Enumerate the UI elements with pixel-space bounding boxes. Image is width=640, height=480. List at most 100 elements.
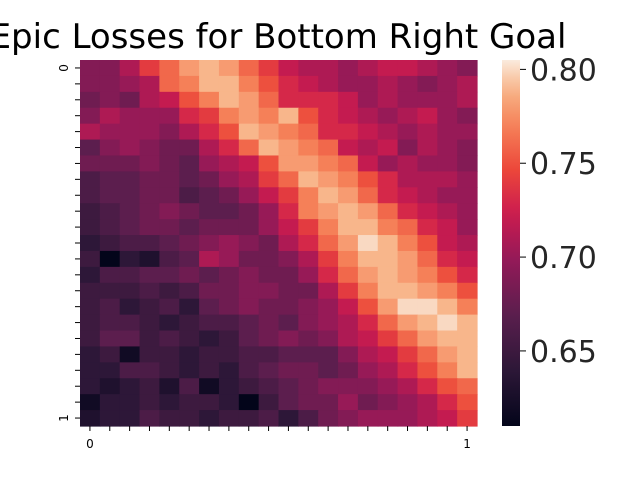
heatmap-cell: [218, 298, 240, 316]
heatmap-cell: [119, 123, 141, 141]
heatmap-cell: [318, 75, 339, 93]
heatmap-cell: [238, 60, 260, 77]
heatmap-cell: [218, 219, 240, 236]
heatmap-cell: [238, 155, 260, 172]
heatmap-cell: [80, 123, 101, 141]
heatmap-cell: [357, 91, 379, 109]
heatmap-cells: [80, 60, 478, 427]
colorbar-tick-label: 0.65: [530, 335, 597, 370]
heatmap-cell: [258, 410, 280, 427]
heatmap-cell: [357, 171, 379, 188]
heatmap-cell: [298, 91, 319, 109]
heatmap-cell: [417, 394, 438, 411]
heatmap-cell: [159, 171, 180, 188]
heatmap-cell: [238, 187, 260, 204]
heatmap-cell: [139, 91, 160, 109]
heatmap-cell: [218, 75, 240, 93]
heatmap-cell: [377, 314, 399, 332]
heatmap-cell: [397, 378, 419, 395]
heatmap-cell: [199, 346, 220, 363]
heatmap-cell: [377, 91, 399, 109]
heatmap-cell: [437, 203, 458, 220]
heatmap-cell: [199, 60, 220, 77]
heatmap-cell: [457, 394, 478, 411]
heatmap-cell: [199, 362, 220, 379]
heatmap-cell: [338, 60, 359, 77]
heatmap-cell: [338, 235, 359, 252]
heatmap-cell: [80, 75, 101, 93]
heatmap-cell: [159, 250, 180, 268]
heatmap-cell: [159, 235, 180, 252]
heatmap-cell: [298, 410, 319, 427]
y-axis: 01: [57, 64, 80, 422]
heatmap-cell: [218, 394, 240, 411]
heatmap-cell: [338, 282, 359, 300]
heatmap-cell: [179, 155, 200, 172]
heatmap-cell: [80, 91, 101, 109]
heatmap-cell: [318, 91, 339, 109]
heatmap-cell: [338, 171, 359, 188]
heatmap-cell: [218, 282, 240, 300]
heatmap-cell: [99, 346, 121, 363]
heatmap-cell: [80, 60, 101, 77]
heatmap-cell: [437, 410, 458, 427]
heatmap-cell: [298, 250, 319, 268]
heatmap-cell: [179, 60, 200, 77]
heatmap-cell: [397, 410, 419, 427]
heatmap-cell: [238, 298, 260, 316]
heatmap-cell: [338, 107, 359, 125]
heatmap-cell: [338, 155, 359, 172]
heatmap-cell: [119, 330, 141, 348]
heatmap-cell: [298, 314, 319, 332]
heatmap-cell: [159, 60, 180, 77]
heatmap-cell: [437, 139, 458, 157]
heatmap-cell: [99, 378, 121, 395]
heatmap-cell: [377, 107, 399, 125]
heatmap-cell: [357, 250, 379, 268]
heatmap-cell: [119, 219, 141, 236]
heatmap-cell: [238, 75, 260, 93]
heatmap-cell: [338, 75, 359, 93]
heatmap-cell: [258, 235, 280, 252]
heatmap-cell: [278, 235, 299, 252]
heatmap-cell: [357, 266, 379, 284]
heatmap-cell: [318, 235, 339, 252]
heatmap-cell: [298, 139, 319, 157]
heatmap-cell: [80, 219, 101, 236]
heatmap-cell: [377, 203, 399, 220]
heatmap-cell: [119, 410, 141, 427]
heatmap-cell: [238, 250, 260, 268]
heatmap-cell: [119, 75, 141, 93]
heatmap-cell: [338, 378, 359, 395]
heatmap-cell: [417, 346, 438, 363]
heatmap-cell: [278, 107, 299, 125]
heatmap-cell: [338, 219, 359, 236]
heatmap-cell: [80, 394, 101, 411]
heatmap-cell: [179, 219, 200, 236]
heatmap-cell: [238, 107, 260, 125]
heatmap-cell: [80, 346, 101, 363]
heatmap-cell: [159, 346, 180, 363]
heatmap-cell: [179, 187, 200, 204]
heatmap-cell: [318, 107, 339, 125]
heatmap-cell: [357, 362, 379, 379]
heatmap-cell: [437, 123, 458, 141]
heatmap-cell: [278, 123, 299, 141]
heatmap-cell: [298, 298, 319, 316]
heatmap-cell: [377, 394, 399, 411]
heatmap-cell: [258, 314, 280, 332]
heatmap-cell: [338, 250, 359, 268]
heatmap-cell: [218, 171, 240, 188]
heatmap-cell: [159, 139, 180, 157]
heatmap-cell: [238, 362, 260, 379]
heatmap-cell: [278, 282, 299, 300]
heatmap-cell: [278, 250, 299, 268]
heatmap-cell: [417, 266, 438, 284]
heatmap-cell: [258, 362, 280, 379]
heatmap-cell: [417, 107, 438, 125]
heatmap-cell: [437, 282, 458, 300]
heatmap-cell: [397, 203, 419, 220]
heatmap-cell: [238, 394, 260, 411]
heatmap-cell: [298, 362, 319, 379]
heatmap-cell: [80, 266, 101, 284]
